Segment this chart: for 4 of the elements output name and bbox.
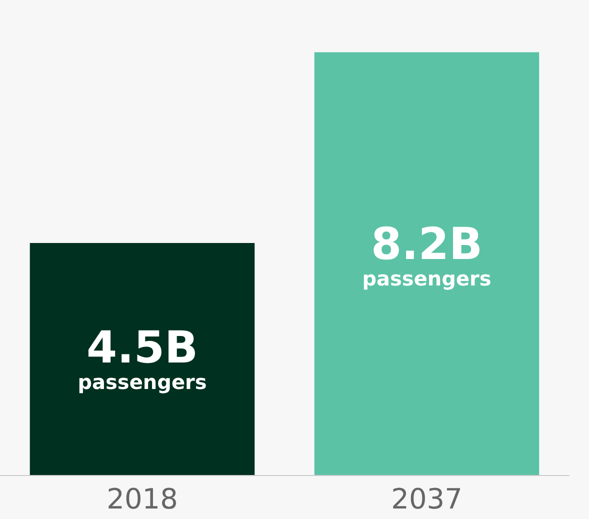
x-tick-label: 2018 [106,482,178,516]
data-label: 4.5B passengers [78,322,207,394]
data-label: 8.2B passengers [362,218,492,290]
x-tick-label: 2037 [391,482,462,516]
